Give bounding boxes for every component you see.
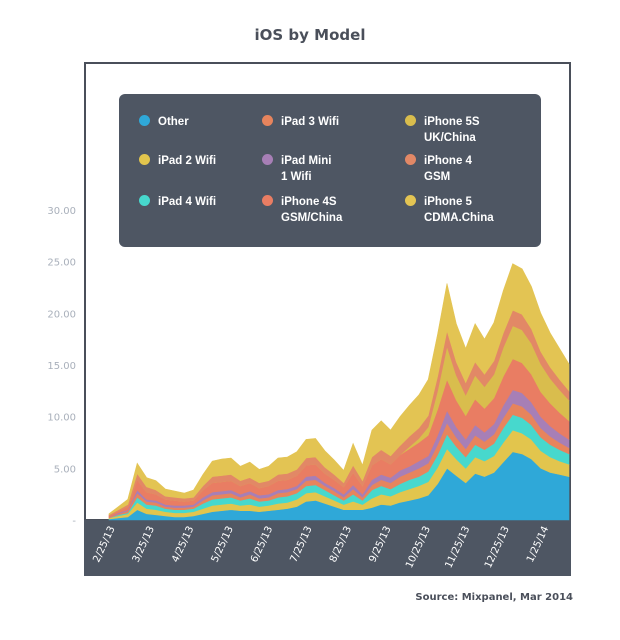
- legend-item: iPad 3 Wifi: [262, 114, 339, 130]
- legend-item: iPhone 5S UK/China: [405, 114, 480, 146]
- x-axis-band: [84, 520, 571, 576]
- legend-item: Other: [139, 114, 189, 130]
- legend-label: iPad 4 Wifi: [158, 196, 217, 208]
- y-tick-label: -: [72, 516, 76, 527]
- legend-label: iPhone 4 GSM: [424, 155, 472, 183]
- y-tick-label: 10.00: [47, 413, 76, 424]
- y-tick-label: 5.00: [54, 464, 76, 475]
- legend-label: iPad Mini 1 Wifi: [281, 155, 332, 183]
- legend-label: iPhone 5 CDMA.China: [424, 196, 494, 224]
- legend-item: iPhone 5 CDMA.China: [405, 194, 494, 226]
- stacked-areas: [108, 263, 570, 521]
- legend-item: iPad 4 Wifi: [139, 194, 216, 210]
- legend-swatch: [262, 115, 273, 126]
- legend-swatch: [139, 154, 150, 165]
- legend-item: iPad Mini 1 Wifi: [262, 153, 331, 185]
- legend-swatch: [262, 195, 273, 206]
- y-tick-label: 20.00: [47, 309, 76, 320]
- legend: Other iPad 2 Wifi iPad 4 Wifi iPad 3 Wifi iP…: [119, 94, 541, 247]
- legend-swatch: [405, 195, 416, 206]
- legend-swatch: [405, 115, 416, 126]
- legend-label: Other: [158, 116, 189, 128]
- legend-swatch: [405, 154, 416, 165]
- legend-item: iPhone 4 GSM: [405, 153, 472, 185]
- legend-label: iPhone 5S UK/China: [424, 116, 480, 144]
- area-series-9: [108, 263, 570, 516]
- y-tick-label: 15.00: [47, 361, 76, 372]
- legend-label: iPad 2 Wifi: [158, 155, 217, 167]
- legend-item: iPhone 4S GSM/China: [262, 194, 342, 226]
- y-axis: - 5.00 10.00 15.00 20.00 25.00 30.00: [47, 206, 76, 527]
- source-note: Source: Mixpanel, Mar 2014: [415, 592, 573, 603]
- y-tick-label: 30.00: [47, 206, 76, 217]
- legend-swatch: [139, 195, 150, 206]
- legend-item: iPad 2 Wifi: [139, 153, 216, 169]
- legend-label: iPad 3 Wifi: [281, 116, 340, 128]
- legend-swatch: [139, 115, 150, 126]
- legend-swatch: [262, 154, 273, 165]
- y-tick-label: 25.00: [47, 258, 76, 269]
- chart-title: iOS by Model: [254, 26, 366, 44]
- legend-label: iPhone 4S GSM/China: [281, 196, 343, 224]
